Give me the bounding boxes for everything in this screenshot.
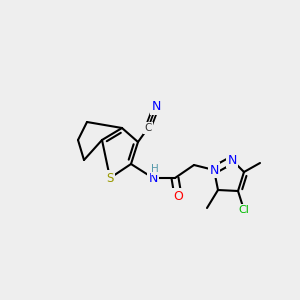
Text: N: N xyxy=(227,154,237,166)
Text: S: S xyxy=(106,172,114,184)
Text: N: N xyxy=(151,100,161,113)
Text: H: H xyxy=(151,164,159,174)
Text: Cl: Cl xyxy=(238,205,249,215)
Text: N: N xyxy=(209,164,219,176)
Text: N: N xyxy=(148,172,158,184)
Text: O: O xyxy=(173,190,183,202)
Text: C: C xyxy=(144,123,152,133)
